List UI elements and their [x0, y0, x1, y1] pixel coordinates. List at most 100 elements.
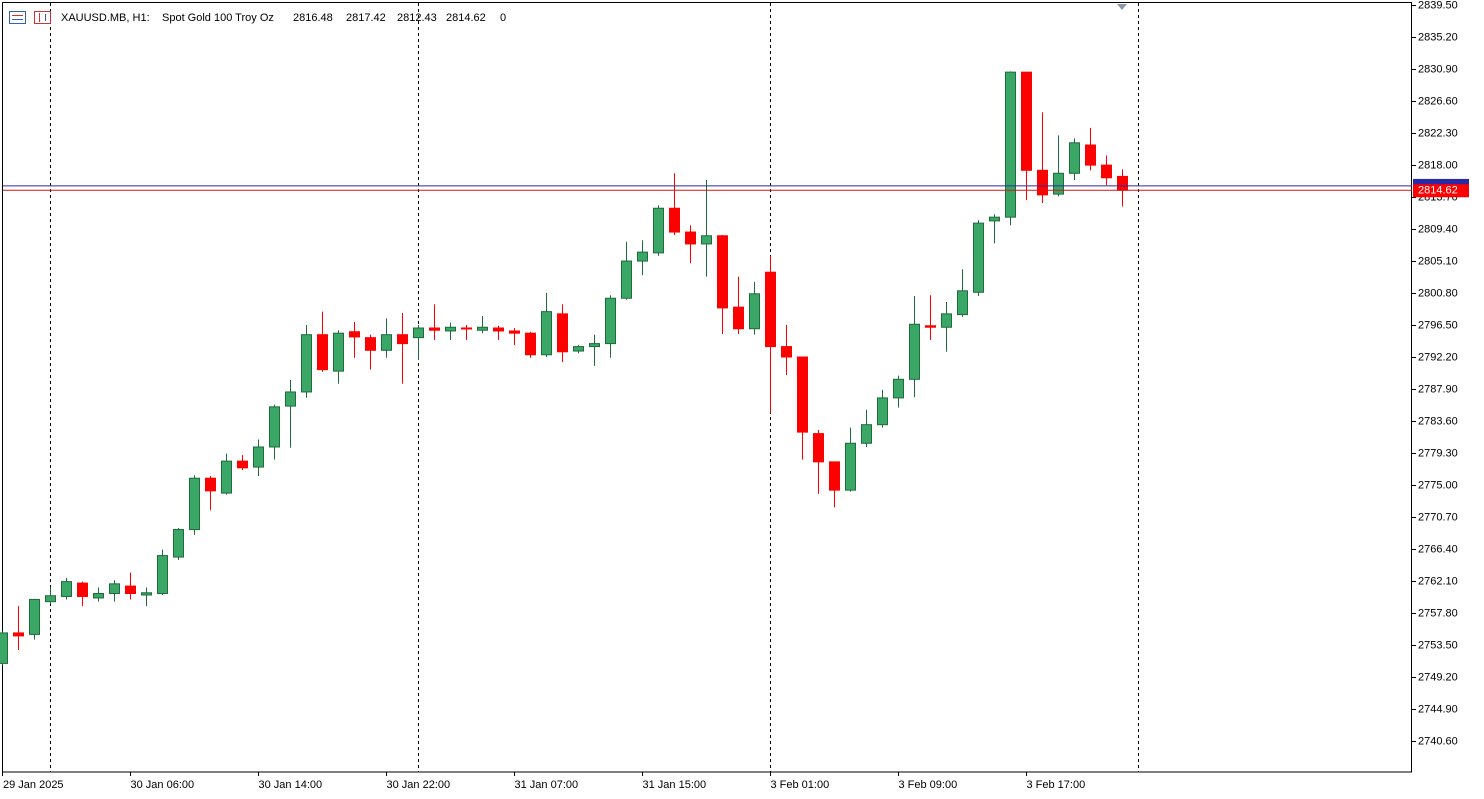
candle-body: [13, 632, 24, 637]
header-low: 2812.43: [397, 12, 437, 24]
candle-body: [1101, 164, 1112, 179]
candle-body: [381, 334, 392, 351]
candle-body: [861, 424, 872, 444]
candle-body: [765, 271, 776, 348]
candle-body: [125, 585, 136, 595]
candle-body: [909, 323, 920, 380]
candle-body: [1037, 169, 1048, 196]
candle-body: [605, 297, 616, 345]
candle-body: [1069, 142, 1080, 174]
x-tick-label: 29 Jan 2025: [3, 779, 64, 791]
candle-body: [333, 332, 344, 372]
candle-body: [61, 581, 72, 597]
candle-body: [573, 346, 584, 352]
candle-body: [413, 327, 424, 339]
candle-body: [109, 583, 120, 595]
y-tick-label: 2822.30: [1418, 127, 1458, 139]
y-tick-label: 2796.50: [1418, 319, 1458, 331]
candle-body: [29, 598, 40, 635]
y-tick-label: 2839.50: [1418, 0, 1458, 11]
candle-body: [173, 529, 184, 558]
x-tick-label: 31 Jan 15:00: [643, 779, 707, 791]
candle-body: [1053, 172, 1064, 195]
candle-body: [365, 337, 376, 351]
candle-body: [269, 406, 280, 448]
shift-marker: [1117, 4, 1127, 10]
x-tick-label: 30 Jan 06:00: [131, 779, 195, 791]
y-tick-label: 2787.90: [1418, 383, 1458, 395]
header-icons: [9, 11, 51, 24]
header-symbol: XAUUSD.MB, H1:: [61, 12, 150, 24]
plot-frame: [2, 2, 1412, 773]
candle-body: [701, 235, 712, 245]
bid-label-box: [1413, 184, 1469, 198]
candle-body: [845, 442, 856, 491]
header-high: 2817.42: [346, 12, 386, 24]
candle-body: [957, 290, 968, 316]
candle-body: [317, 334, 328, 371]
candle-body: [685, 231, 696, 245]
y-tick-label: 2818.00: [1418, 159, 1458, 171]
candle-body: [189, 477, 200, 531]
candle-body: [781, 346, 792, 358]
candle-body: [525, 332, 536, 356]
candle-body: [669, 207, 680, 233]
icon: [9, 11, 26, 24]
candles: [0, 71, 1128, 665]
candle-body: [285, 391, 296, 407]
candle-body: [477, 326, 488, 331]
bid-label: 2814.62: [1418, 185, 1458, 197]
candle-body: [221, 460, 232, 494]
x-tick-label: 3 Feb 17:00: [1027, 779, 1086, 791]
y-tick-label: 2779.30: [1418, 447, 1458, 459]
candle-body: [1005, 71, 1016, 218]
candle-body: [653, 207, 664, 254]
candle-body: [797, 356, 808, 433]
candle-body: [717, 235, 728, 309]
candle-body: [893, 378, 904, 399]
candle-body: [397, 334, 408, 345]
header-extra: 0: [500, 12, 506, 24]
candle-body: [205, 477, 216, 492]
candle-body: [429, 327, 440, 331]
y-tick-label: 2757.80: [1418, 607, 1458, 619]
y-tick-label: 2826.60: [1418, 95, 1458, 107]
candle-body: [621, 260, 632, 299]
x-tick-label: 30 Jan 22:00: [387, 779, 451, 791]
y-tick-label: 2783.60: [1418, 415, 1458, 427]
candle-body: [253, 446, 264, 468]
y-tick-label: 2740.60: [1418, 735, 1458, 747]
candle-body: [493, 327, 504, 332]
y-tick-label: 2830.90: [1418, 63, 1458, 75]
x-tick-label: 31 Jan 07:00: [515, 779, 579, 791]
header-description: Spot Gold 100 Troy Oz: [162, 12, 274, 24]
candle-body: [349, 331, 360, 338]
candle-body: [45, 595, 56, 603]
y-tick-label: 2792.20: [1418, 351, 1458, 363]
candle-body: [1085, 144, 1096, 166]
header-open: 2816.48: [293, 12, 333, 24]
candle-body: [829, 461, 840, 491]
candle-body: [509, 330, 520, 334]
icon: [34, 11, 51, 24]
candle-body: [445, 326, 456, 332]
x-tick-label: 3 Feb 01:00: [771, 779, 830, 791]
x-tick-label: 30 Jan 14:00: [259, 779, 323, 791]
candle-body: [0, 632, 8, 664]
candle-body: [237, 460, 248, 469]
candle-body: [541, 311, 552, 356]
y-tick-label: 2749.20: [1418, 671, 1458, 683]
x-tick-label: 3 Feb 09:00: [899, 779, 958, 791]
y-tick-label: 2809.40: [1418, 223, 1458, 235]
candle-body: [749, 293, 760, 330]
header-close: 2814.62: [446, 12, 486, 24]
y-tick-label: 2770.70: [1418, 511, 1458, 523]
y-tick-label: 2766.40: [1418, 543, 1458, 555]
candle-body: [157, 555, 168, 595]
candle-body: [941, 313, 952, 328]
candle-body: [813, 433, 824, 463]
y-tick-label: 2800.80: [1418, 287, 1458, 299]
candle-body: [637, 251, 648, 262]
